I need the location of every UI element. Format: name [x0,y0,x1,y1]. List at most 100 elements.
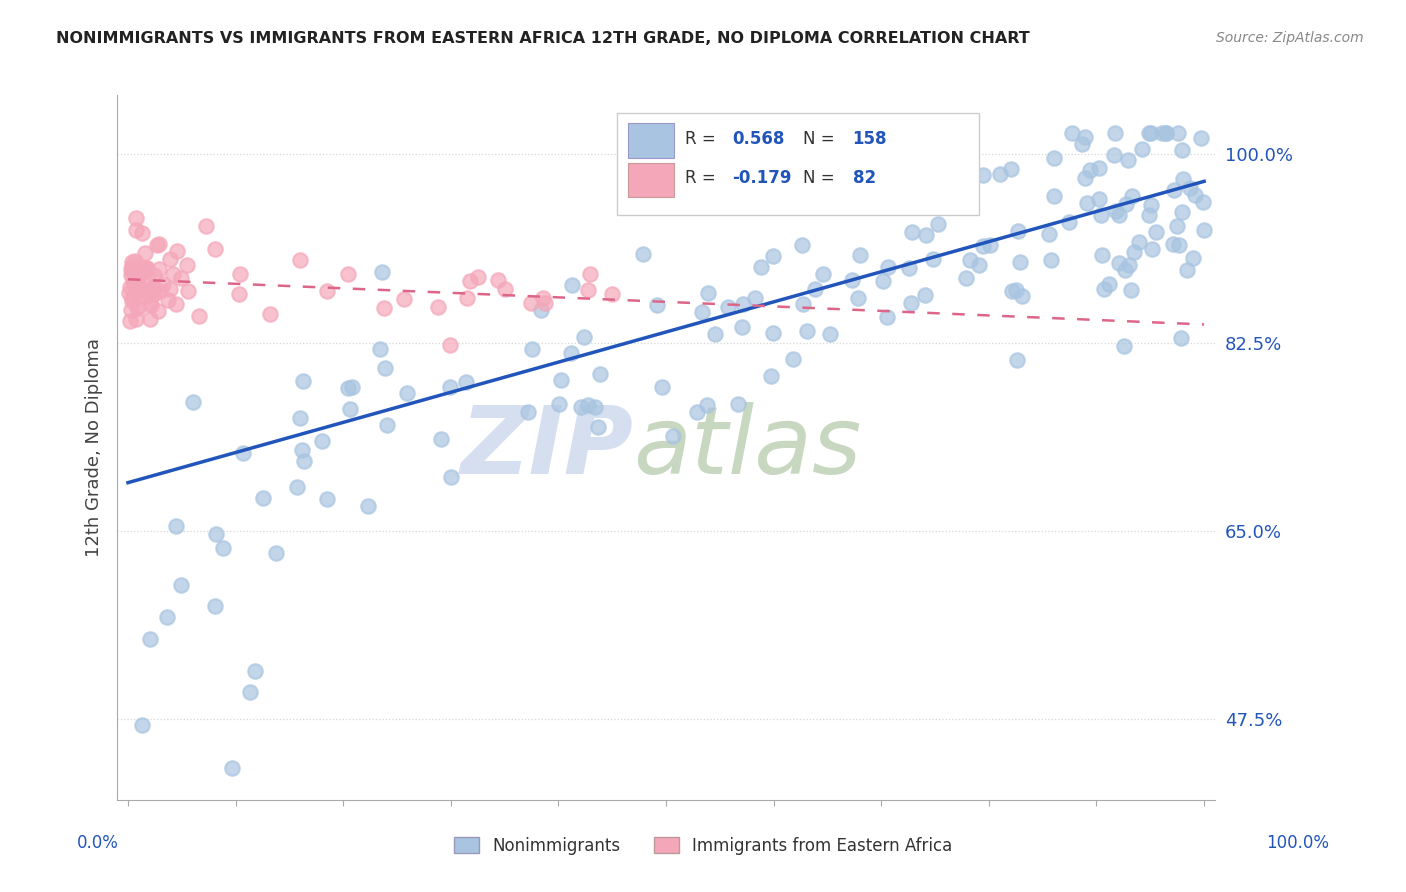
Point [972,238,994,252]
Point [519,295,541,310]
Point [1114,263,1136,277]
Point [148,236,170,251]
Point [124,275,146,289]
Point [1042,151,1064,165]
Point [134,246,156,260]
Point [846,291,869,305]
Point [1171,143,1194,157]
Point [165,518,187,533]
FancyBboxPatch shape [617,113,979,215]
Text: atlas: atlas [633,402,862,493]
Point [229,267,252,281]
Point [796,324,818,338]
Point [531,291,554,305]
Point [159,252,181,267]
Point [876,260,898,274]
Point [1000,161,1022,176]
Point [690,305,713,319]
Point [146,304,169,318]
Point [120,279,142,293]
Point [600,287,623,301]
Point [762,326,785,340]
Point [124,281,146,295]
Text: N =: N = [803,169,841,187]
Point [205,527,228,541]
Point [1150,126,1173,140]
Point [212,541,235,555]
Point [1167,126,1189,140]
Point [152,277,174,292]
Point [972,168,994,182]
Point [1192,223,1215,237]
Point [696,398,718,412]
Point [1078,162,1101,177]
Point [1092,283,1115,297]
Point [370,342,392,356]
Point [1043,189,1066,203]
Point [120,303,142,318]
Point [1105,203,1128,218]
Point [143,287,166,301]
Point [1189,130,1212,145]
Point [139,295,162,310]
Point [792,297,814,311]
Point [955,271,977,285]
Point [561,277,583,292]
Y-axis label: 12th Grade, No Diploma: 12th Grade, No Diploma [86,338,103,558]
Point [1167,238,1189,252]
Point [337,381,360,395]
Point [124,274,146,288]
Point [589,367,612,381]
Point [121,294,143,309]
Point [337,267,360,281]
Point [139,312,162,326]
Point [662,429,685,443]
Point [811,267,834,281]
Point [1087,192,1109,206]
Text: -0.179: -0.179 [733,169,792,187]
Point [170,271,193,285]
Point [290,252,312,267]
Point [697,286,720,301]
Point [440,469,463,483]
Point [914,288,936,302]
Point [703,326,725,341]
Point [922,252,945,267]
Point [651,379,673,393]
Point [374,361,396,376]
Point [870,181,893,195]
Point [121,291,143,305]
Point [1154,126,1177,140]
Point [134,290,156,304]
Point [647,298,669,312]
Point [900,226,922,240]
Point [1076,196,1098,211]
Point [456,375,478,389]
Point [157,293,180,307]
Point [134,264,156,278]
Point [239,685,262,699]
Point [169,578,191,592]
Point [915,228,938,243]
Point [162,267,184,281]
Point [1121,189,1143,203]
Point [204,242,226,256]
Point [979,237,1001,252]
Point [790,238,813,252]
Text: 158: 158 [852,130,887,148]
Point [118,286,141,301]
Point [730,320,752,334]
Point [727,397,749,411]
Point [439,380,461,394]
Point [1192,195,1215,210]
Point [494,282,516,296]
Point [578,267,600,281]
Point [458,274,481,288]
Point [124,254,146,268]
Point [122,274,145,288]
Point [125,223,148,237]
Point [1070,136,1092,151]
Point [572,329,595,343]
Point [252,491,274,506]
Text: R =: R = [685,130,721,148]
